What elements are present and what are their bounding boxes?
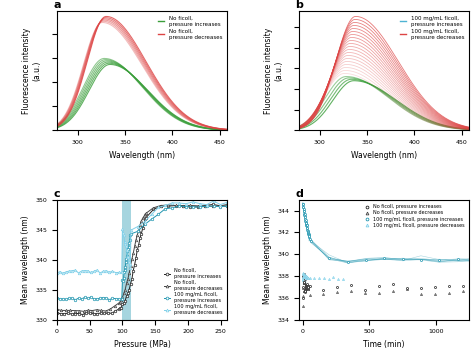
X-axis label: Pressure (MPa): Pressure (MPa): [114, 340, 171, 349]
X-axis label: Wavelength (nm): Wavelength (nm): [109, 151, 175, 160]
Y-axis label: Mean wavelength (nm): Mean wavelength (nm): [263, 215, 272, 304]
Y-axis label: Fluorescence intensity
(a.u.): Fluorescence intensity (a.u.): [22, 28, 42, 114]
Text: a: a: [54, 0, 61, 10]
Legend: No ficoll, pressure increases, No ficoll, pressure decreases, 100 mg/mL ficoll, : No ficoll, pressure increases, No ficoll…: [363, 202, 467, 230]
Text: d: d: [295, 188, 303, 199]
X-axis label: Time (min): Time (min): [363, 340, 405, 349]
Text: c: c: [54, 188, 60, 199]
Legend: 100 mg/mL ficoll,
pressure increases, 100 mg/mL ficoll,
pressure decreases: 100 mg/mL ficoll, pressure increases, 10…: [397, 14, 466, 42]
Y-axis label: Mean wavelength (nm): Mean wavelength (nm): [21, 215, 30, 304]
Legend: No ficoll,
pressure increases, No ficoll,
pressure decreases, 100 mg/mL ficoll,
: No ficoll, pressure increases, No ficoll…: [162, 266, 225, 317]
X-axis label: Wavelength (nm): Wavelength (nm): [351, 151, 417, 160]
Y-axis label: Fluorescence intensity
(a.u.): Fluorescence intensity (a.u.): [264, 28, 283, 114]
Legend: No ficoll,
pressure increases, No ficoll,
pressure decreases: No ficoll, pressure increases, No ficoll…: [155, 14, 225, 42]
Bar: [122, 200, 131, 320]
Text: b: b: [295, 0, 303, 10]
